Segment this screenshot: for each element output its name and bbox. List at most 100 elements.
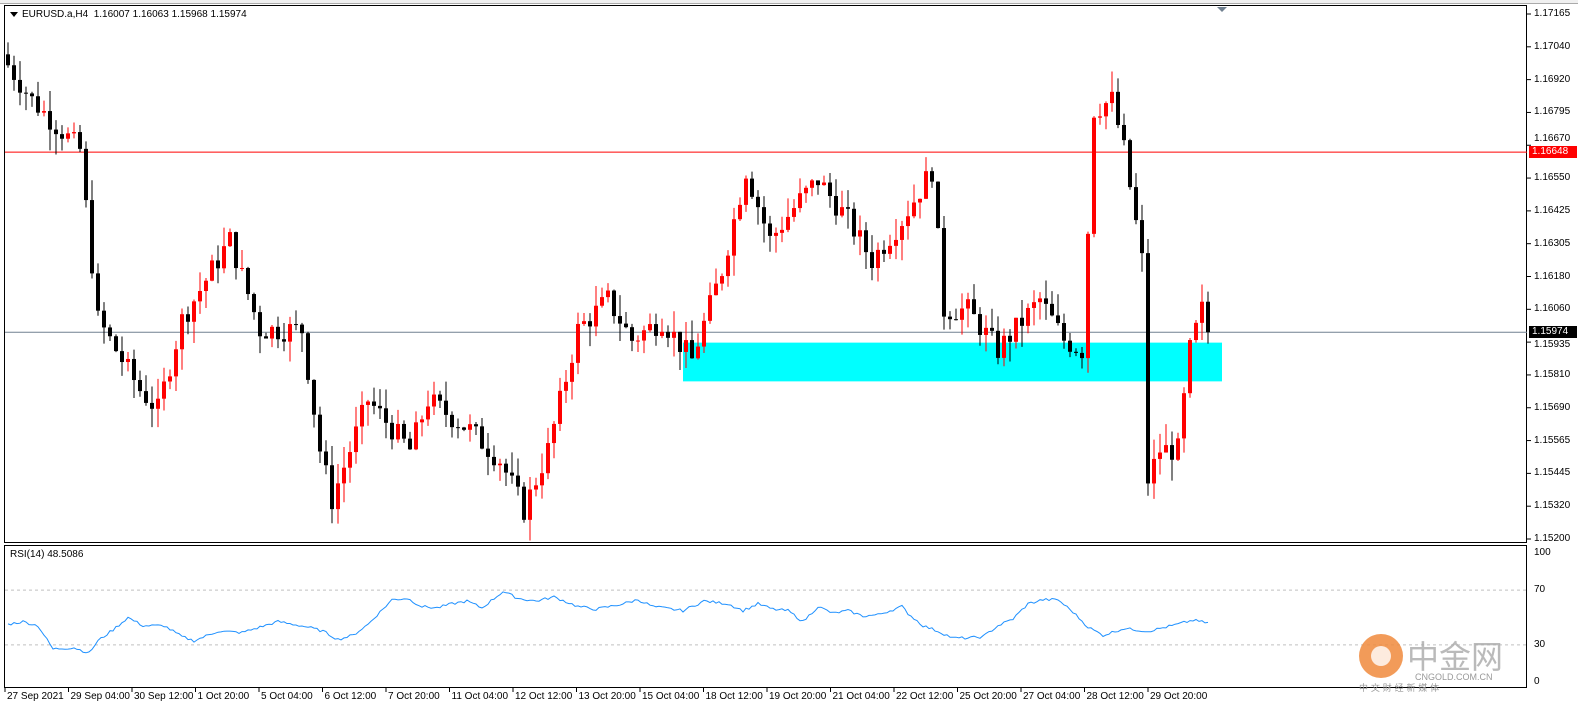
bull-candle bbox=[1002, 335, 1006, 358]
time-axis-label: 29 Sep 04:00 bbox=[70, 691, 131, 702]
resistance-price-tag: 1.16648 bbox=[1529, 146, 1577, 159]
watermark-sub: CNGOLD.COM.CN bbox=[1415, 672, 1493, 682]
bull-candle bbox=[1152, 458, 1156, 484]
bull-candle bbox=[1164, 445, 1168, 453]
price-axis-label: 1.16180 bbox=[1534, 270, 1571, 282]
bear-candle bbox=[108, 327, 112, 337]
bull-candle bbox=[360, 404, 364, 427]
bull-candle bbox=[876, 249, 880, 269]
bear-candle bbox=[474, 424, 478, 427]
bear-candle bbox=[324, 451, 328, 466]
bull-candle bbox=[822, 182, 826, 186]
bull-candle bbox=[858, 230, 862, 237]
bull-candle bbox=[1026, 307, 1030, 326]
current-price-tag: 1.15974 bbox=[1529, 326, 1577, 339]
bear-candle bbox=[1050, 303, 1054, 316]
bear-candle bbox=[624, 323, 628, 328]
bear-candle bbox=[756, 196, 760, 208]
ohlc-open: 1.16007 bbox=[93, 9, 130, 20]
bull-candle bbox=[726, 255, 730, 277]
bear-candle bbox=[816, 180, 820, 186]
bull-candle bbox=[984, 327, 988, 335]
price-axis-label: 1.16425 bbox=[1534, 204, 1571, 216]
rsi-panel[interactable] bbox=[4, 545, 1527, 688]
bear-candle bbox=[36, 96, 40, 113]
bull-candle bbox=[708, 295, 712, 321]
bear-candle bbox=[132, 358, 136, 381]
dropdown-triangle-icon[interactable] bbox=[10, 11, 18, 17]
bull-candle bbox=[660, 331, 664, 336]
bull-candle bbox=[534, 485, 538, 490]
bear-candle bbox=[330, 465, 334, 510]
bear-candle bbox=[12, 65, 16, 80]
bull-candle bbox=[1194, 322, 1198, 341]
bear-candle bbox=[768, 223, 772, 236]
bear-candle bbox=[588, 321, 592, 327]
bull-candle bbox=[714, 283, 718, 296]
bear-candle bbox=[942, 228, 946, 317]
bull-candle bbox=[546, 443, 550, 474]
bull-candle bbox=[336, 483, 340, 510]
time-axis-label: 6 Oct 12:00 bbox=[324, 691, 377, 702]
bear-candle bbox=[1062, 323, 1066, 341]
bull-candle bbox=[126, 358, 130, 363]
bear-candle bbox=[852, 208, 856, 237]
ohlc-low: 1.15968 bbox=[171, 9, 208, 20]
bear-candle bbox=[300, 324, 304, 334]
bear-candle bbox=[54, 129, 58, 135]
time-axis-label: 12 Oct 12:00 bbox=[515, 691, 573, 702]
time-axis-label: 13 Oct 20:00 bbox=[578, 691, 636, 702]
bear-candle bbox=[1116, 91, 1120, 125]
bear-candle bbox=[978, 314, 982, 335]
bear-candle bbox=[24, 92, 28, 94]
bull-candle bbox=[924, 171, 928, 199]
bull-candle bbox=[672, 331, 676, 338]
time-axis-label: 27 Sep 2021 bbox=[7, 691, 64, 702]
rsi-axis-label: 70 bbox=[1534, 584, 1546, 596]
bull-candle bbox=[744, 178, 748, 205]
bull-candle bbox=[420, 419, 424, 423]
bull-candle bbox=[570, 362, 574, 382]
bear-candle bbox=[492, 456, 496, 466]
bull-candle bbox=[42, 111, 46, 113]
bear-candle bbox=[618, 316, 622, 324]
chart-shift-marker-icon bbox=[1217, 7, 1227, 12]
price-axis-label: 1.16795 bbox=[1534, 106, 1571, 118]
bear-candle bbox=[276, 326, 280, 340]
bull-candle bbox=[840, 207, 844, 216]
bull-candle bbox=[168, 376, 172, 382]
bear-candle bbox=[690, 340, 694, 359]
bear-candle bbox=[318, 414, 322, 452]
bull-candle bbox=[564, 381, 568, 391]
bull-candle bbox=[1032, 302, 1036, 308]
bull-candle bbox=[354, 426, 358, 453]
bull-candle bbox=[576, 323, 580, 363]
bear-candle bbox=[504, 463, 508, 473]
rsi-line bbox=[7, 591, 1209, 654]
bear-candle bbox=[750, 178, 754, 197]
bull-candle bbox=[600, 297, 604, 306]
bull-candle bbox=[780, 229, 784, 233]
bear-candle bbox=[294, 324, 298, 326]
chart-title: EURUSD.a,H4 1.16007 1.16063 1.15968 1.15… bbox=[10, 9, 247, 20]
bear-candle bbox=[378, 405, 382, 409]
bull-candle bbox=[192, 301, 196, 322]
bull-candle bbox=[906, 216, 910, 227]
bear-candle bbox=[930, 171, 934, 182]
bull-candle bbox=[180, 314, 184, 350]
bear-candle bbox=[18, 79, 22, 93]
bull-candle bbox=[720, 276, 724, 284]
bear-candle bbox=[1134, 187, 1138, 221]
price-axis-label: 1.16060 bbox=[1534, 303, 1571, 315]
bear-candle bbox=[390, 422, 394, 440]
bull-candle bbox=[342, 467, 346, 484]
bear-candle bbox=[936, 181, 940, 229]
bear-candle bbox=[870, 252, 874, 269]
bear-candle bbox=[1128, 140, 1132, 188]
bull-candle bbox=[1182, 393, 1186, 439]
price-chart-panel[interactable] bbox=[4, 5, 1527, 543]
bear-candle bbox=[846, 207, 850, 209]
bear-candle bbox=[654, 324, 658, 336]
bull-candle bbox=[636, 340, 640, 342]
price-axis-label: 1.15565 bbox=[1534, 434, 1571, 446]
